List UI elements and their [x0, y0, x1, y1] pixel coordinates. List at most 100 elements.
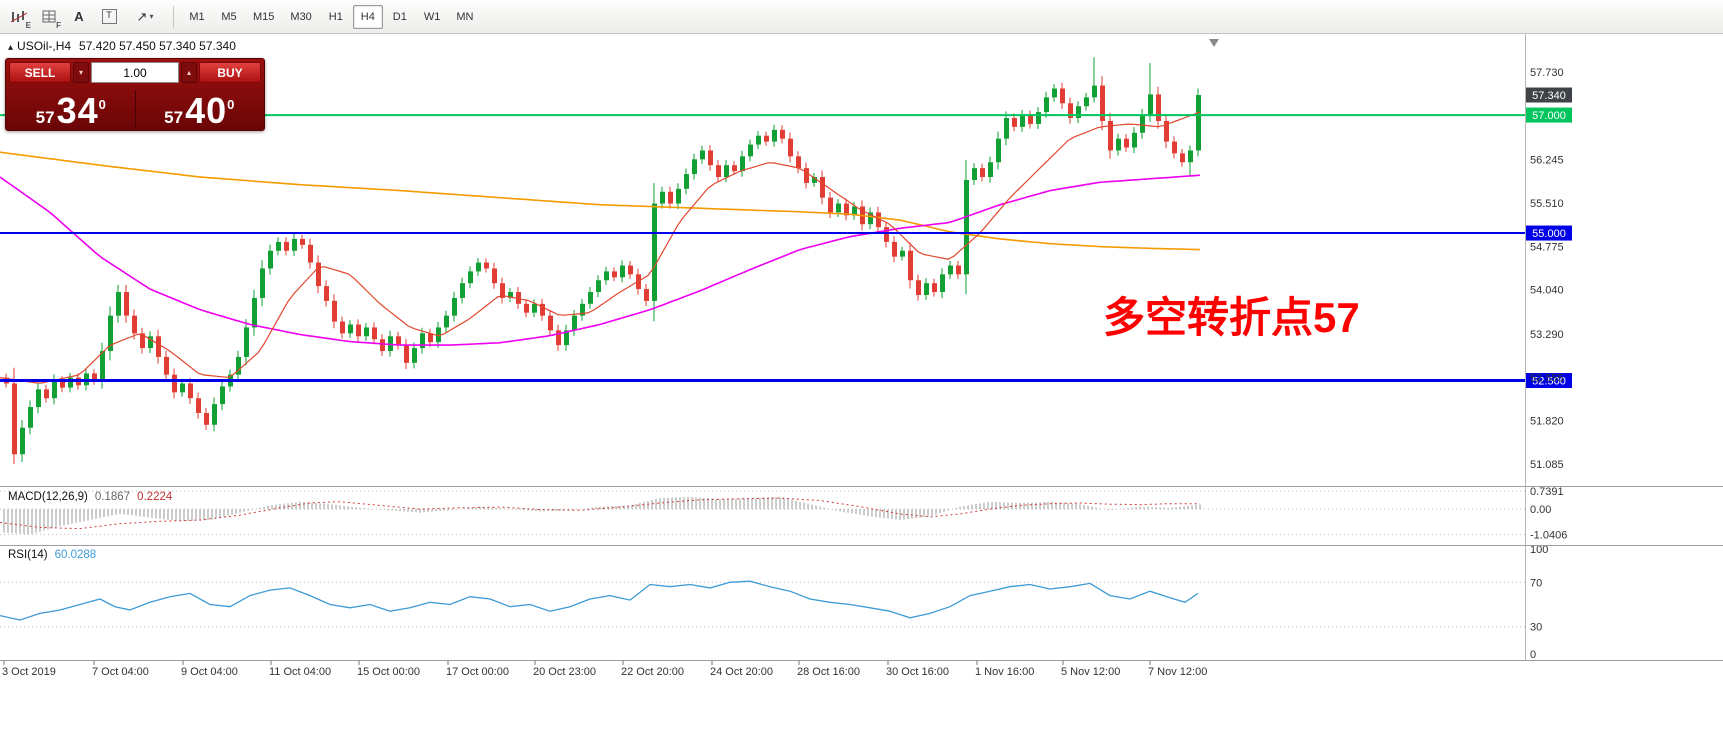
chart-text-annotation[interactable]: 多空转折点57: [1103, 294, 1360, 341]
candle-body: [1140, 115, 1145, 133]
candle-body: [492, 268, 497, 284]
mini-grid-icon: [42, 10, 56, 23]
candle-body: [508, 292, 513, 298]
candle-body: [956, 265, 961, 275]
icon-letter-f: F: [56, 20, 61, 30]
candle-body: [68, 377, 73, 388]
price-badge: [1526, 107, 1572, 123]
candle-body: [748, 144, 753, 157]
candle-body: [20, 427, 25, 455]
candle-body: [964, 179, 969, 275]
macd-axis-label: 0.00: [1530, 504, 1551, 516]
candle-body: [116, 292, 121, 316]
candle-body: [732, 165, 737, 172]
candle-body: [284, 241, 289, 251]
candle-body: [580, 303, 585, 316]
volume-decrease-button[interactable]: ▾: [73, 62, 89, 83]
text-label-tool-icon[interactable]: A: [74, 9, 84, 24]
candle-body: [452, 297, 457, 316]
candle-body: [1044, 97, 1049, 113]
timeframe-button-m30[interactable]: M30: [283, 5, 318, 29]
buy-price-display[interactable]: 57400: [164, 90, 235, 131]
timeframe-button-m5[interactable]: M5: [214, 5, 244, 29]
price-axis-label: 56.245: [1530, 155, 1564, 167]
candle-body: [804, 168, 809, 183]
candle-body: [884, 227, 889, 242]
candle-body: [1196, 95, 1201, 151]
rsi-line: [0, 580, 1199, 621]
price-axis-label: 51.085: [1530, 459, 1564, 471]
price-badge-label: 57.000: [1532, 110, 1566, 122]
candle-body: [468, 271, 473, 284]
candle-body: [796, 156, 801, 169]
timeframe-button-group: M1 M5 M15 M30 H1 H4 D1 W1 MN: [181, 4, 481, 29]
volume-increase-button[interactable]: ▴: [181, 62, 197, 83]
candle-body: [604, 271, 609, 281]
candle-body: [908, 250, 913, 281]
candle-body: [868, 212, 873, 225]
collapse-trade-panel-icon[interactable]: ▴: [8, 42, 14, 53]
mini-candles-icon: [11, 10, 27, 22]
timeframe-button-h4[interactable]: H4: [352, 4, 383, 29]
timeframe-button-m15[interactable]: M15: [246, 5, 281, 29]
candle-body: [668, 191, 673, 204]
candle-body: [260, 268, 265, 298]
candle-body: [364, 327, 369, 337]
chart-shift-marker-icon[interactable]: [1209, 39, 1219, 47]
current-price-badge: [1526, 87, 1572, 103]
chart-title: ▴ USOil-,H4 57.420 57.450 57.340 57.340: [8, 39, 236, 53]
price-axis-label: 54.040: [1530, 285, 1564, 297]
chart-indicator-tool-icon[interactable]: E: [5, 3, 33, 31]
rsi-axis-label: 0: [1530, 649, 1536, 661]
candle-body: [988, 162, 993, 178]
time-axis-label: 7 Nov 12:00: [1148, 666, 1207, 678]
volume-input[interactable]: [91, 62, 179, 83]
time-axis-label: 24 Oct 20:00: [710, 666, 773, 678]
candle-body: [332, 300, 337, 322]
symbol-timeframe: USOil-,H4: [17, 39, 72, 53]
timeframe-button-m1[interactable]: M1: [182, 5, 212, 29]
horizontal-level-lines[interactable]: 57.000 55.000 52.500 57.340: [0, 87, 1572, 389]
candle-body: [764, 135, 769, 142]
candle-body: [1076, 106, 1081, 119]
candle-body: [1156, 94, 1161, 121]
macd-axis-label: 0.7391: [1530, 486, 1564, 498]
candle-body: [268, 250, 273, 269]
candle-body: [844, 203, 849, 216]
time-axis-label: 22 Oct 20:00: [621, 666, 684, 678]
timeframe-button-h1[interactable]: H1: [321, 5, 351, 29]
rsi-label: RSI(14) 60.0288: [8, 549, 96, 561]
candle-body: [556, 330, 561, 346]
time-axis-label: 20 Oct 23:00: [533, 666, 596, 678]
sell-price-display[interactable]: 57340: [35, 90, 106, 131]
timeframe-button-d1[interactable]: D1: [385, 5, 415, 29]
candle-body: [564, 330, 569, 346]
timeframe-button-w1[interactable]: W1: [417, 5, 448, 29]
text-box-tool-icon[interactable]: T: [95, 3, 123, 31]
icon-letter-e: E: [25, 20, 31, 30]
sell-button[interactable]: SELL: [9, 62, 71, 83]
data-grid-tool-icon[interactable]: F: [35, 3, 63, 31]
rsi-axis-label: 70: [1530, 577, 1542, 589]
candle-body: [404, 345, 409, 363]
candle-body: [172, 374, 177, 393]
candle-body: [340, 321, 345, 334]
candle-body: [1060, 88, 1065, 104]
candle-body: [164, 356, 169, 375]
candle-body: [852, 206, 857, 216]
candle-body: [308, 244, 313, 263]
buy-button[interactable]: BUY: [199, 62, 261, 83]
rsi-axis-label: 100: [1530, 544, 1548, 556]
candle-body: [596, 280, 601, 293]
price-axis[interactable]: 57.730 56.245 55.510 54.775 54.040 53.290 52.5…: [1530, 67, 1564, 471]
timeframe-button-mn[interactable]: MN: [449, 5, 480, 29]
time-axis-label: 11 Oct 04:00: [269, 666, 331, 678]
candle-body: [692, 159, 697, 175]
candle-body: [500, 283, 505, 298]
candle-body: [28, 407, 33, 428]
arrow-icon: ↗: [136, 8, 148, 24]
time-axis-label: 17 Oct 00:00: [446, 666, 509, 678]
arrow-tools-dropdown-icon[interactable]: ↗ ▾: [125, 3, 165, 31]
candle-body: [532, 303, 537, 313]
time-axis[interactable]: 3 Oct 2019 7 Oct 04:00 9 Oct 04:00 11 Oct 0…: [2, 661, 1207, 678]
